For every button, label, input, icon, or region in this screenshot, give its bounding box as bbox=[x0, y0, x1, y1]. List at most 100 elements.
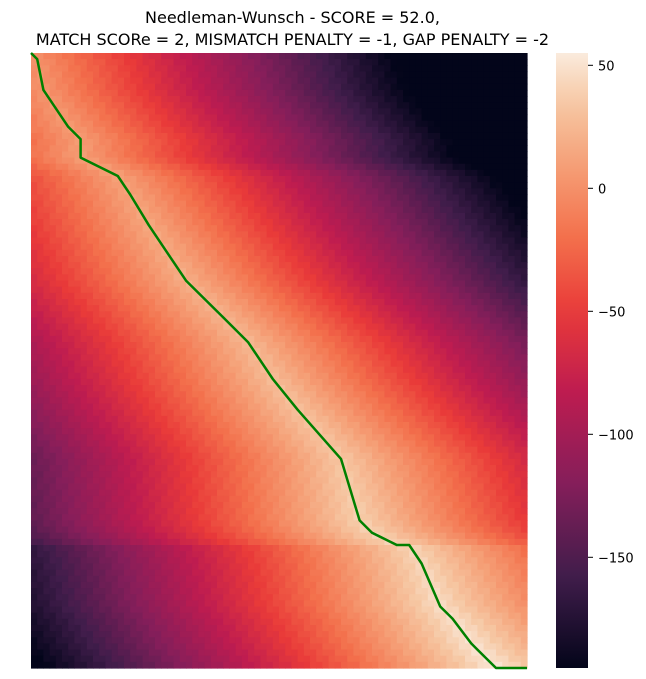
heatmap-cell bbox=[508, 132, 516, 140]
heatmap-cell bbox=[173, 249, 181, 257]
heatmap-cell bbox=[272, 188, 280, 196]
heatmap-cell bbox=[303, 366, 311, 374]
heatmap-cell bbox=[440, 255, 447, 263]
heatmap-cell bbox=[458, 280, 466, 288]
heatmap-cell bbox=[477, 255, 485, 263]
heatmap-cell bbox=[266, 96, 274, 103]
heatmap-cell bbox=[322, 409, 330, 417]
heatmap-cell bbox=[471, 280, 478, 288]
heatmap-cell bbox=[43, 372, 51, 380]
heatmap-cell bbox=[86, 366, 94, 374]
heatmap-cell bbox=[279, 317, 286, 325]
heatmap-cell bbox=[204, 317, 212, 325]
heatmap-cell bbox=[297, 391, 305, 398]
heatmap-cell bbox=[334, 286, 342, 294]
heatmap-cell bbox=[421, 126, 429, 134]
heatmap-cell bbox=[198, 243, 206, 251]
heatmap-cell bbox=[310, 157, 317, 165]
heatmap-cell bbox=[384, 169, 392, 177]
heatmap-cell bbox=[427, 348, 435, 355]
heatmap-cell bbox=[37, 225, 44, 232]
heatmap-cell bbox=[279, 139, 286, 146]
heatmap-cell bbox=[403, 286, 410, 294]
heatmap-cell bbox=[452, 348, 460, 355]
heatmap-cell bbox=[229, 329, 237, 337]
heatmap-cell bbox=[68, 151, 75, 159]
heatmap-cell bbox=[465, 292, 472, 300]
heatmap-cell bbox=[365, 188, 373, 196]
heatmap-cell bbox=[49, 249, 57, 257]
heatmap-cell bbox=[465, 366, 472, 374]
heatmap-cell bbox=[452, 366, 460, 374]
heatmap-cell bbox=[508, 145, 516, 152]
heatmap-cell bbox=[285, 225, 292, 232]
heatmap-cell bbox=[458, 53, 466, 60]
heatmap-cell bbox=[117, 434, 125, 442]
heatmap-cell bbox=[254, 335, 261, 343]
heatmap-cell bbox=[477, 348, 485, 355]
heatmap-cell bbox=[279, 372, 286, 380]
heatmap-cell bbox=[43, 96, 51, 103]
heatmap-cell bbox=[471, 219, 478, 226]
heatmap-cell bbox=[99, 157, 106, 165]
heatmap-cell bbox=[365, 114, 373, 122]
heatmap-cell bbox=[235, 212, 243, 220]
heatmap-cell bbox=[124, 249, 131, 257]
heatmap-cell bbox=[31, 262, 38, 269]
heatmap-cell bbox=[74, 163, 82, 171]
heatmap-cell bbox=[384, 212, 392, 220]
heatmap-cell bbox=[136, 292, 144, 300]
heatmap-cell bbox=[502, 292, 509, 300]
heatmap-cell bbox=[62, 262, 69, 269]
heatmap-cell bbox=[155, 428, 162, 435]
heatmap-cell bbox=[173, 329, 181, 337]
heatmap-cell bbox=[520, 317, 528, 325]
heatmap-cell bbox=[403, 422, 410, 429]
heatmap-cell bbox=[272, 77, 280, 85]
heatmap-cell bbox=[155, 182, 162, 189]
heatmap-cell bbox=[390, 403, 398, 411]
heatmap-cell bbox=[130, 335, 137, 343]
heatmap-cell bbox=[496, 409, 503, 417]
heatmap-cell bbox=[378, 305, 385, 312]
heatmap-cell bbox=[235, 372, 243, 380]
heatmap-cell bbox=[347, 169, 354, 177]
heatmap-cell bbox=[266, 114, 274, 122]
heatmap-cell bbox=[396, 323, 404, 331]
heatmap-cell bbox=[341, 262, 348, 269]
heatmap-cell bbox=[62, 305, 69, 312]
heatmap-cell bbox=[372, 176, 379, 183]
heatmap-cell bbox=[142, 237, 150, 245]
heatmap-cell bbox=[496, 243, 503, 251]
heatmap-cell bbox=[409, 335, 416, 343]
heatmap-cell bbox=[496, 286, 503, 294]
heatmap-cell bbox=[99, 126, 106, 134]
heatmap-cell bbox=[161, 262, 168, 269]
heatmap-cell bbox=[80, 342, 88, 349]
heatmap-cell bbox=[186, 231, 193, 239]
heatmap-cell bbox=[179, 391, 187, 398]
heatmap-cell bbox=[80, 255, 88, 263]
heatmap-cell bbox=[62, 372, 69, 380]
heatmap-cell bbox=[254, 262, 261, 269]
heatmap-cell bbox=[117, 237, 125, 245]
heatmap-cell bbox=[310, 145, 317, 152]
heatmap-cell bbox=[31, 194, 38, 202]
heatmap-cell bbox=[396, 366, 404, 374]
heatmap-cell bbox=[359, 169, 367, 177]
heatmap-cell bbox=[409, 108, 416, 116]
heatmap-cell bbox=[124, 108, 131, 116]
heatmap-cell bbox=[328, 200, 336, 208]
heatmap-cell bbox=[210, 397, 218, 405]
heatmap-cell bbox=[86, 59, 94, 66]
heatmap-cell bbox=[86, 243, 94, 251]
heatmap-cell bbox=[341, 366, 348, 374]
heatmap-cell bbox=[496, 311, 503, 319]
heatmap-cell bbox=[452, 323, 460, 331]
heatmap-cell bbox=[291, 96, 299, 103]
heatmap-cell bbox=[148, 428, 156, 435]
heatmap-cell bbox=[155, 169, 162, 177]
heatmap-cell bbox=[483, 206, 491, 214]
heatmap-cell bbox=[167, 132, 175, 140]
heatmap-cell bbox=[477, 120, 485, 128]
